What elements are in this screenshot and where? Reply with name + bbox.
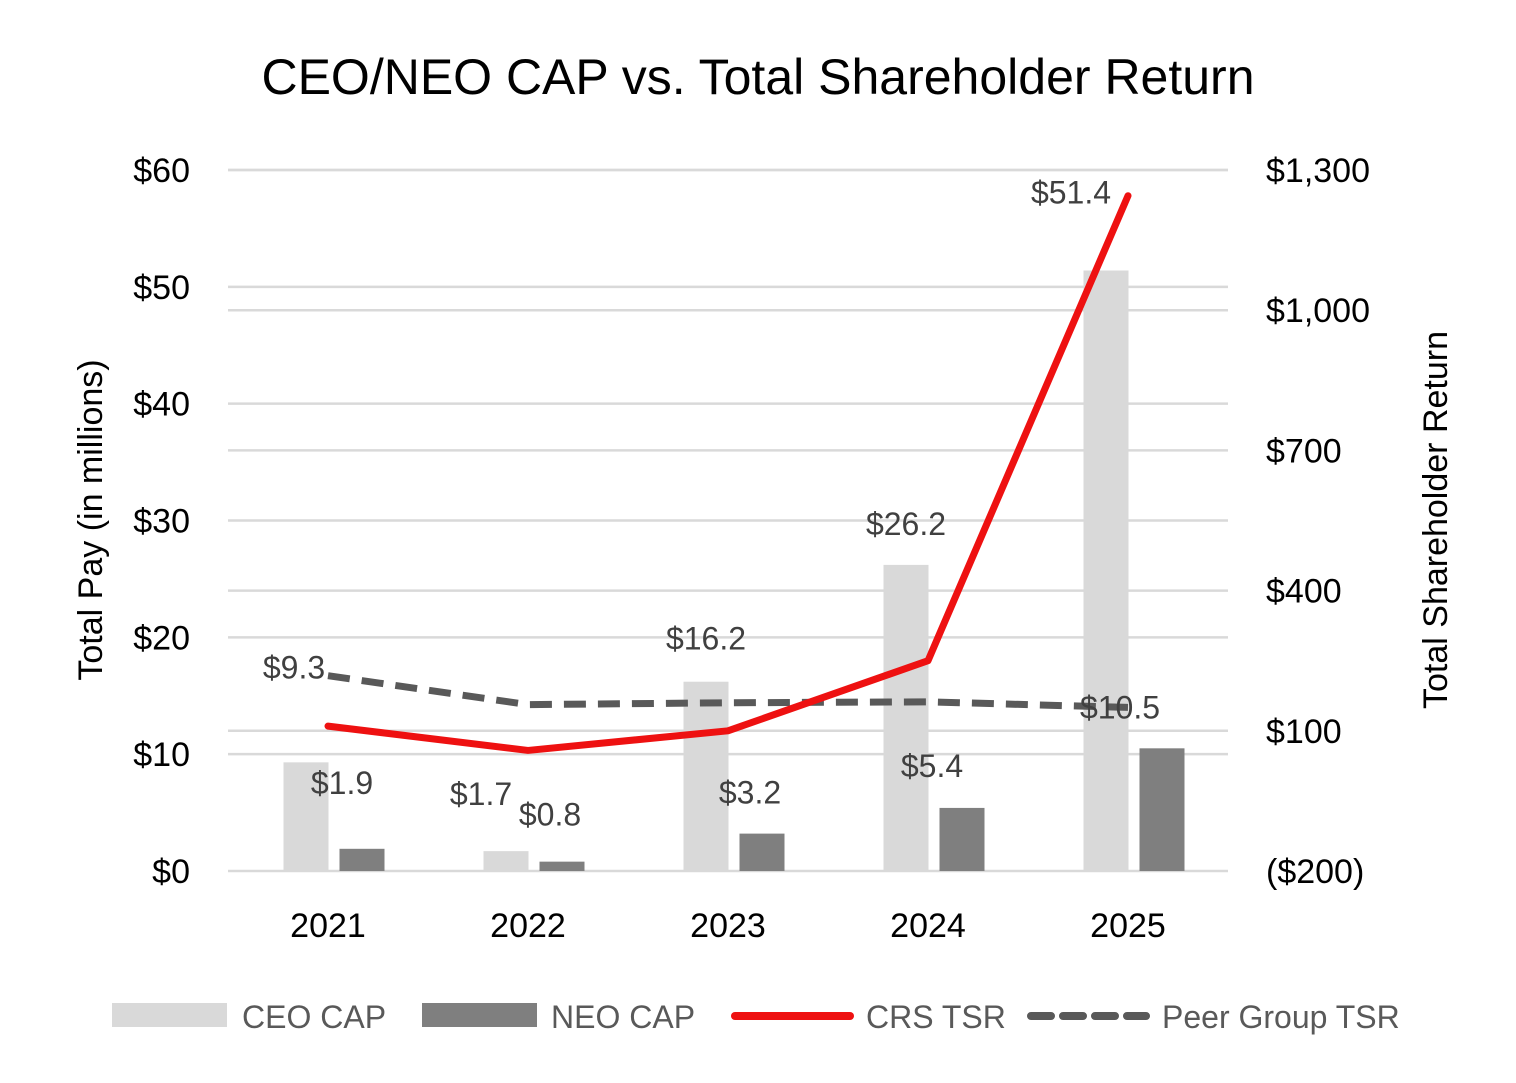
x-tick-label-2022: 2022 — [490, 907, 566, 945]
label-ceo-cap-2025: $51.4 — [1031, 174, 1111, 210]
label-ceo-cap-2022: $1.7 — [450, 776, 512, 812]
bar-data-labels: $9.3 $1.9 $1.7$0.8 $16.2 $3.2 $26.2 $5.4 $51.4 $… — [263, 174, 1160, 832]
right-tick-label: $400 — [1266, 573, 1342, 611]
left-axis-label: Total Pay (in millions) — [72, 359, 110, 680]
legend-label-2: CRS TSR — [866, 999, 1006, 1035]
label-ceo-cap-2023: $16.2 — [666, 621, 746, 657]
bar-ceo-cap-2023 — [683, 681, 729, 871]
bar-neo-cap-2024 — [939, 807, 985, 871]
bar-neo-cap-2025 — [1139, 748, 1185, 871]
x-tick-label-2024: 2024 — [890, 907, 966, 945]
right-tick-label: $1,000 — [1266, 292, 1370, 330]
left-tick-label: $50 — [133, 269, 190, 307]
bar-ceo-cap-2024 — [883, 564, 929, 871]
left-tick-label: $60 — [133, 152, 190, 190]
bar-neo-cap-2022 — [539, 861, 585, 871]
bar-neo-cap-2023 — [739, 833, 785, 871]
label-neo-cap-2024: $5.4 — [901, 748, 963, 784]
lines — [324, 192, 1132, 754]
left-axis-ticks: $0 $10 $20 $30 $40 $50 $60 — [133, 152, 190, 891]
legend-swatch-0 — [112, 1003, 227, 1027]
left-tick-label: $30 — [133, 503, 190, 541]
bar-ceo-cap-2022 — [483, 851, 529, 871]
bar-ceo-cap-2025 — [1083, 270, 1129, 871]
label-ceo-cap-2024: $26.2 — [866, 506, 946, 542]
right-axis-label: Total Shareholder Return — [1417, 331, 1455, 709]
legend-label-1: NEO CAP — [551, 999, 695, 1035]
bars — [283, 270, 1185, 871]
chart-title: CEO/NEO CAP vs. Total Shareholder Return — [261, 49, 1254, 105]
x-tick-label-2023: 2023 — [690, 907, 766, 945]
left-tick-label: $0 — [152, 853, 190, 891]
label-neo-cap-2021: $1.9 — [311, 765, 373, 801]
legend-swatch-1 — [422, 1003, 537, 1027]
right-tick-label: $1,300 — [1266, 152, 1370, 190]
label-ceo-cap-2021: $9.3 — [263, 649, 325, 685]
x-axis-ticks: 2021 2022 2023 2024 2025 — [290, 907, 1166, 945]
label-neo-cap-2022: $0.8 — [519, 797, 581, 833]
bar-neo-cap-2021 — [339, 848, 385, 871]
x-tick-label-2021: 2021 — [290, 907, 366, 945]
legend-label-0: CEO CAP — [242, 999, 386, 1035]
legend: CEO CAP NEO CAP CRS TSR Peer Group TSR — [112, 999, 1400, 1035]
left-tick-label: $10 — [133, 736, 190, 774]
line-crs-tsr — [324, 192, 1132, 754]
right-tick-label: $100 — [1266, 713, 1342, 751]
bar-ceo-cap-2021 — [283, 762, 329, 871]
left-tick-label: $40 — [133, 386, 190, 424]
label-neo-cap-2023: $3.2 — [719, 775, 781, 811]
right-axis-ticks: ($200) $100 $400 $700 $1,000 $1,300 — [1266, 152, 1370, 891]
grid-lines-right — [228, 168, 1228, 733]
left-tick-label: $20 — [133, 619, 190, 657]
right-tick-label: $700 — [1266, 432, 1342, 470]
label-neo-cap-2025: $10.5 — [1080, 689, 1160, 725]
legend-label-3: Peer Group TSR — [1162, 999, 1400, 1035]
right-tick-label: ($200) — [1266, 853, 1364, 891]
x-tick-label-2025: 2025 — [1090, 907, 1166, 945]
